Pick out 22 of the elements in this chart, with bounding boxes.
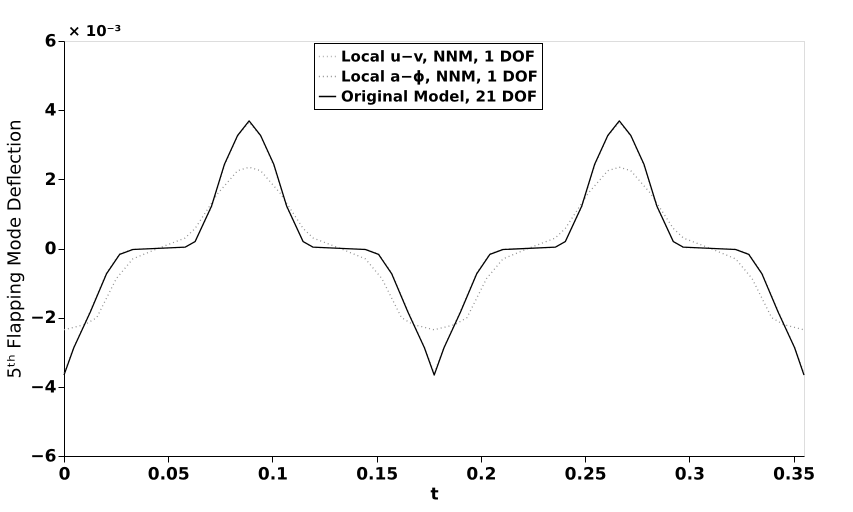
x-tick-label: 0.2 bbox=[466, 464, 496, 484]
y-tick-label: −4 bbox=[30, 377, 57, 398]
y-tick-label: 6 bbox=[44, 32, 56, 52]
y-axis-title: 5ᵗʰ Flapping Mode Deflection bbox=[4, 119, 26, 379]
legend-label: Local u−v, NNM, 1 DOF bbox=[341, 48, 536, 66]
x-tick-label: 0.25 bbox=[564, 464, 607, 484]
legend-label: Local a−ϕ, NNM, 1 DOF bbox=[341, 68, 538, 86]
y-tick-label: −2 bbox=[30, 308, 56, 328]
y-tick-label: 0 bbox=[44, 239, 57, 259]
x-axis-title: t bbox=[430, 484, 439, 504]
x-tick-label: 0.3 bbox=[674, 464, 705, 484]
x-tick-label: 0.05 bbox=[148, 464, 190, 484]
y-tick-label: 2 bbox=[44, 170, 56, 190]
x-tick-label: 0.1 bbox=[258, 464, 288, 484]
x-tick-label: 0.15 bbox=[356, 464, 398, 484]
x-tick-label: 0 bbox=[58, 464, 71, 484]
line-series bbox=[63, 166, 805, 330]
y-tick-label: −6 bbox=[30, 446, 56, 466]
x-tick-label: 0.35 bbox=[773, 464, 816, 484]
y-tick-label: 4 bbox=[44, 100, 57, 121]
legend-label: Original Model, 21 DOF bbox=[341, 88, 538, 106]
text: × 10⁻³ bbox=[68, 22, 122, 40]
